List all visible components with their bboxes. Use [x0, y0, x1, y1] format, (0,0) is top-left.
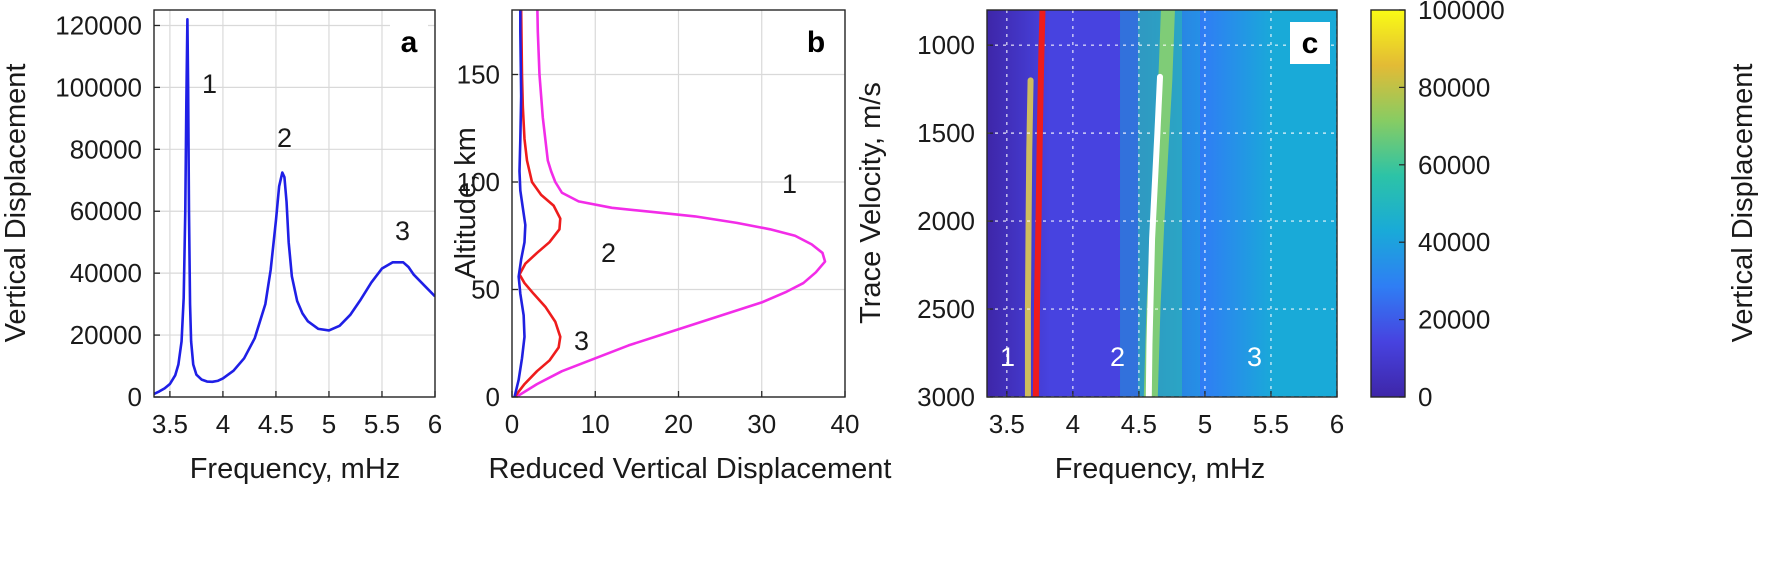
panel-b-lines — [513, 10, 827, 397]
colorbar-tick-label: 80000 — [1418, 72, 1490, 102]
heatmap-ridge-1 — [1024, 77, 1034, 397]
panel-b-label-box — [796, 22, 836, 62]
panel-b: 0 10 20 30 40 0 50 100 150 Reduced Vertical Dis… — [450, 9, 892, 485]
panel-a-ylabel: Vertical Displacement — [0, 64, 32, 343]
y-tick-label: 1500 — [917, 118, 975, 148]
panel-a-peak-label-3: 3 — [395, 216, 410, 246]
panel-a-xticks: 3.5 4 4.5 5 5.5 6 — [152, 391, 442, 439]
x-tick-label: 20 — [664, 409, 693, 439]
panel-c: 3.5 4 4.5 5 5.5 6 1000 1500 2000 2500 3000 Freque… — [855, 0, 1759, 485]
x-tick-label: 3.5 — [989, 409, 1025, 439]
mode-1-dispersion-curve — [1032, 10, 1046, 397]
panel-b-curve-label-2: 2 — [601, 238, 616, 268]
panel-c-xlabel: Frequency, mHz — [1055, 453, 1266, 485]
series-line-1 — [154, 17, 435, 396]
panel-b-ylabel: Altitude, km — [450, 127, 482, 279]
x-tick-label: 6 — [428, 409, 442, 439]
heatmap-ridge-2 — [1143, 10, 1175, 397]
x-tick-label: 6 — [1330, 409, 1344, 439]
mode-3-profile-line — [513, 10, 527, 397]
panel-c-mode-label-3: 3 — [1247, 342, 1262, 372]
x-tick-label: 3.5 — [152, 409, 188, 439]
y-tick-label: 120000 — [55, 10, 142, 40]
colorbar-tick-label: 0 — [1418, 382, 1432, 412]
panel-a-peak-label-1: 1 — [202, 69, 217, 99]
panel-a-peak-label-2: 2 — [277, 123, 292, 153]
x-tick-label: 5.5 — [364, 409, 400, 439]
panel-b-xlabel: Reduced Vertical Displacement — [489, 453, 892, 485]
panel-a-label: a — [401, 26, 418, 59]
x-tick-label: 4 — [216, 409, 230, 439]
y-tick-label: 40000 — [70, 258, 142, 288]
panel-b-yticks: 0 50 100 150 — [457, 60, 518, 412]
panel-a-label-box — [390, 22, 428, 62]
mode-2-dispersion-curve — [1145, 73, 1164, 397]
y-tick-label: 100000 — [55, 72, 142, 102]
panel-b-label: b — [807, 26, 825, 59]
y-tick-label: 2000 — [917, 206, 975, 236]
panel-c-label-box — [1290, 22, 1330, 64]
panel-c-yticks: 1000 1500 2000 2500 3000 — [917, 30, 993, 412]
panel-a-xlabel: Frequency, mHz — [190, 453, 401, 485]
panel-b-grid — [511, 10, 846, 398]
y-tick-label: 150 — [457, 60, 500, 90]
y-tick-label: 2500 — [917, 294, 975, 324]
colorbar-tick-label: 60000 — [1418, 150, 1490, 180]
panel-c-label: c — [1302, 27, 1319, 60]
panel-c-mode-label-2: 2 — [1110, 342, 1125, 372]
panel-a-grid — [154, 10, 436, 398]
panel-b-curve-label-1: 1 — [782, 169, 797, 199]
y-tick-label: 0 — [128, 382, 142, 412]
x-tick-label: 4.5 — [258, 409, 294, 439]
panel-b-curve-label-3: 3 — [574, 326, 589, 356]
colorbar-tick-label: 20000 — [1418, 305, 1490, 335]
y-tick-label: 100 — [457, 167, 500, 197]
panel-c-ylabel: Trace Velocity, m/s — [855, 82, 887, 324]
colorbar-frame — [1370, 9, 1406, 398]
x-tick-label: 4.5 — [1121, 409, 1157, 439]
panel-a-yticks: 0 20000 40000 60000 80000 100000 120000 — [55, 10, 160, 412]
y-tick-label: 20000 — [70, 320, 142, 350]
x-tick-label: 4 — [1066, 409, 1080, 439]
colorbar-label: Vertical Displacement — [1727, 64, 1759, 343]
mode-1-profile-line — [515, 10, 827, 397]
panel-a: 3.5 4 4.5 5 5.5 6 0 20000 40000 60000 80000 100000… — [0, 9, 442, 485]
panel-c-heatmap — [987, 10, 1337, 397]
panel-c-frame — [986, 9, 1338, 398]
panel-c-xticks: 3.5 4 4.5 5 5.5 6 — [989, 391, 1344, 439]
colorbar-ticks: 0 20000 40000 60000 80000 100000 — [1399, 0, 1505, 412]
panel-b-xticks: 0 10 20 30 40 — [505, 391, 860, 439]
x-tick-label: 10 — [581, 409, 610, 439]
x-tick-label: 5 — [1198, 409, 1212, 439]
x-tick-label: 5 — [322, 409, 336, 439]
panel-a-lines — [154, 17, 435, 396]
colorbar-tick-label: 40000 — [1418, 227, 1490, 257]
heatmap-overlay-curves — [1032, 10, 1164, 397]
mode-2-profile-line — [513, 10, 562, 397]
y-tick-label: 0 — [486, 382, 500, 412]
y-tick-label: 50 — [471, 275, 500, 305]
panel-c-grid — [987, 10, 1337, 397]
x-tick-label: 40 — [831, 409, 860, 439]
x-tick-label: 5.5 — [1253, 409, 1289, 439]
y-tick-label: 80000 — [70, 134, 142, 164]
colorbar-tick-label: 100000 — [1418, 0, 1505, 25]
y-tick-label: 60000 — [70, 196, 142, 226]
y-tick-label: 1000 — [917, 30, 975, 60]
colorbar — [1371, 10, 1405, 397]
x-tick-label: 0 — [505, 409, 519, 439]
x-tick-label: 30 — [747, 409, 776, 439]
panel-a-frame — [153, 9, 436, 398]
y-tick-label: 3000 — [917, 382, 975, 412]
panel-c-mode-label-1: 1 — [1000, 342, 1015, 372]
